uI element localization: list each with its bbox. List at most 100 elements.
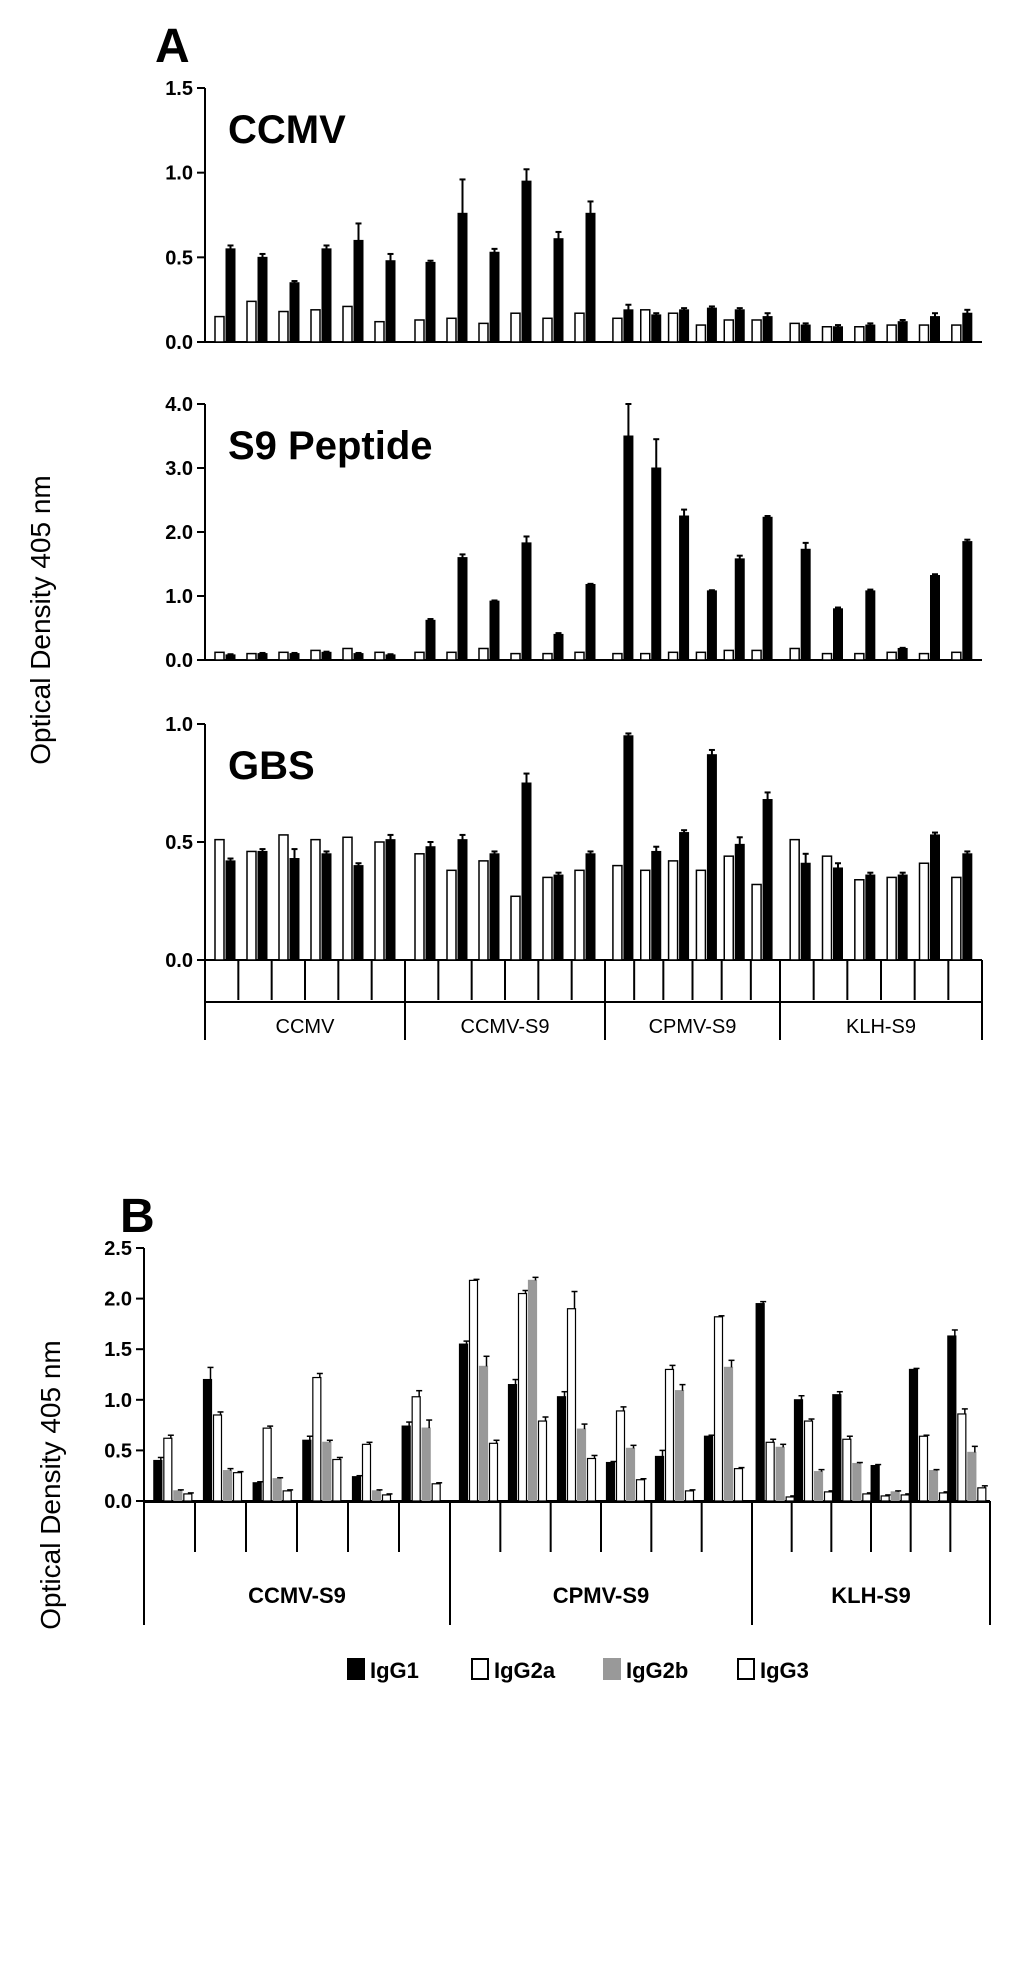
bar	[553, 633, 564, 661]
bar	[734, 843, 745, 961]
bar	[289, 858, 300, 961]
y-tick-label: 0.5	[165, 832, 193, 854]
bar	[865, 324, 876, 343]
bar	[723, 649, 734, 661]
bar	[635, 1479, 646, 1502]
bar	[574, 869, 585, 961]
bar	[977, 1487, 987, 1502]
bar	[321, 853, 332, 961]
bar	[813, 1471, 824, 1502]
bar	[684, 1490, 695, 1502]
bar	[967, 1451, 977, 1502]
legend-swatch	[471, 1658, 489, 1680]
bar	[723, 1366, 734, 1502]
bar	[510, 895, 521, 961]
bar	[623, 435, 634, 661]
bar	[938, 1492, 949, 1502]
bar	[703, 1435, 714, 1502]
bar	[734, 558, 745, 661]
bar	[695, 324, 707, 343]
bar	[651, 467, 662, 661]
bar	[478, 1365, 489, 1502]
bar	[517, 1292, 528, 1502]
bar	[951, 651, 962, 661]
bar	[446, 869, 457, 961]
bar	[507, 1384, 518, 1502]
bar	[381, 1494, 392, 1502]
legend-swatch	[347, 1658, 365, 1680]
bar	[446, 651, 457, 661]
bar	[800, 324, 811, 343]
bar	[302, 1439, 312, 1502]
bar	[458, 1343, 469, 1502]
bar	[252, 1482, 262, 1502]
bar	[225, 860, 236, 961]
bar	[854, 652, 865, 661]
bar	[468, 1279, 479, 1502]
bar	[542, 652, 553, 661]
bar	[310, 309, 321, 343]
bar	[351, 1476, 362, 1502]
bar	[854, 326, 865, 343]
chart-title: GBS	[228, 744, 315, 788]
chart-title: S9 Peptide	[228, 424, 433, 468]
bar	[918, 1435, 929, 1502]
bar	[478, 860, 489, 961]
bar	[800, 862, 811, 961]
bar	[706, 754, 717, 961]
bar	[374, 320, 385, 343]
bar	[734, 309, 745, 343]
bar	[667, 860, 679, 961]
bar	[755, 1303, 765, 1502]
panel-a-category-axis: CCMV CCMV-S9 CPMV-S9 KLH-S9	[204, 960, 983, 1040]
bar	[425, 261, 436, 343]
bar	[212, 1414, 223, 1502]
y-tick-label: 2.0	[165, 522, 193, 544]
bar	[401, 1425, 411, 1502]
bar	[854, 879, 865, 961]
bar	[574, 312, 585, 343]
bar	[706, 307, 717, 343]
bar	[353, 865, 364, 961]
group-label: KLH-S9	[846, 1016, 916, 1038]
bar	[553, 874, 564, 961]
y-tick-label: 0.0	[165, 650, 193, 672]
bar	[612, 317, 623, 343]
bar	[542, 317, 553, 343]
bar	[521, 782, 532, 961]
bar	[762, 316, 773, 343]
group-label: CPMV-S9	[553, 1583, 650, 1608]
bar	[510, 312, 521, 343]
bar	[897, 874, 908, 961]
bar	[654, 1455, 665, 1502]
bar	[962, 312, 973, 343]
group-label: CCMV-S9	[461, 1016, 550, 1038]
bar	[537, 1420, 548, 1502]
bar	[951, 876, 962, 961]
bar	[278, 310, 289, 343]
bar	[289, 282, 300, 343]
bar	[421, 1427, 431, 1502]
bar	[789, 322, 800, 343]
bar	[457, 212, 468, 343]
y-tick-label: 1.0	[165, 586, 193, 608]
bar	[928, 1470, 939, 1502]
y-tick-label: 1.5	[165, 78, 193, 100]
bar	[278, 834, 289, 961]
bar	[886, 876, 897, 961]
bar	[789, 838, 800, 961]
bar	[163, 1437, 173, 1502]
bar	[414, 651, 425, 661]
bar	[951, 324, 962, 343]
bar	[321, 248, 332, 343]
bar	[361, 1443, 372, 1502]
bar	[257, 653, 268, 661]
bar	[695, 651, 707, 661]
bar	[962, 541, 973, 661]
bar	[521, 542, 532, 661]
bar	[733, 1468, 744, 1502]
bar	[751, 883, 762, 961]
bar	[585, 583, 596, 661]
bar	[664, 1368, 675, 1502]
bar	[353, 239, 364, 343]
